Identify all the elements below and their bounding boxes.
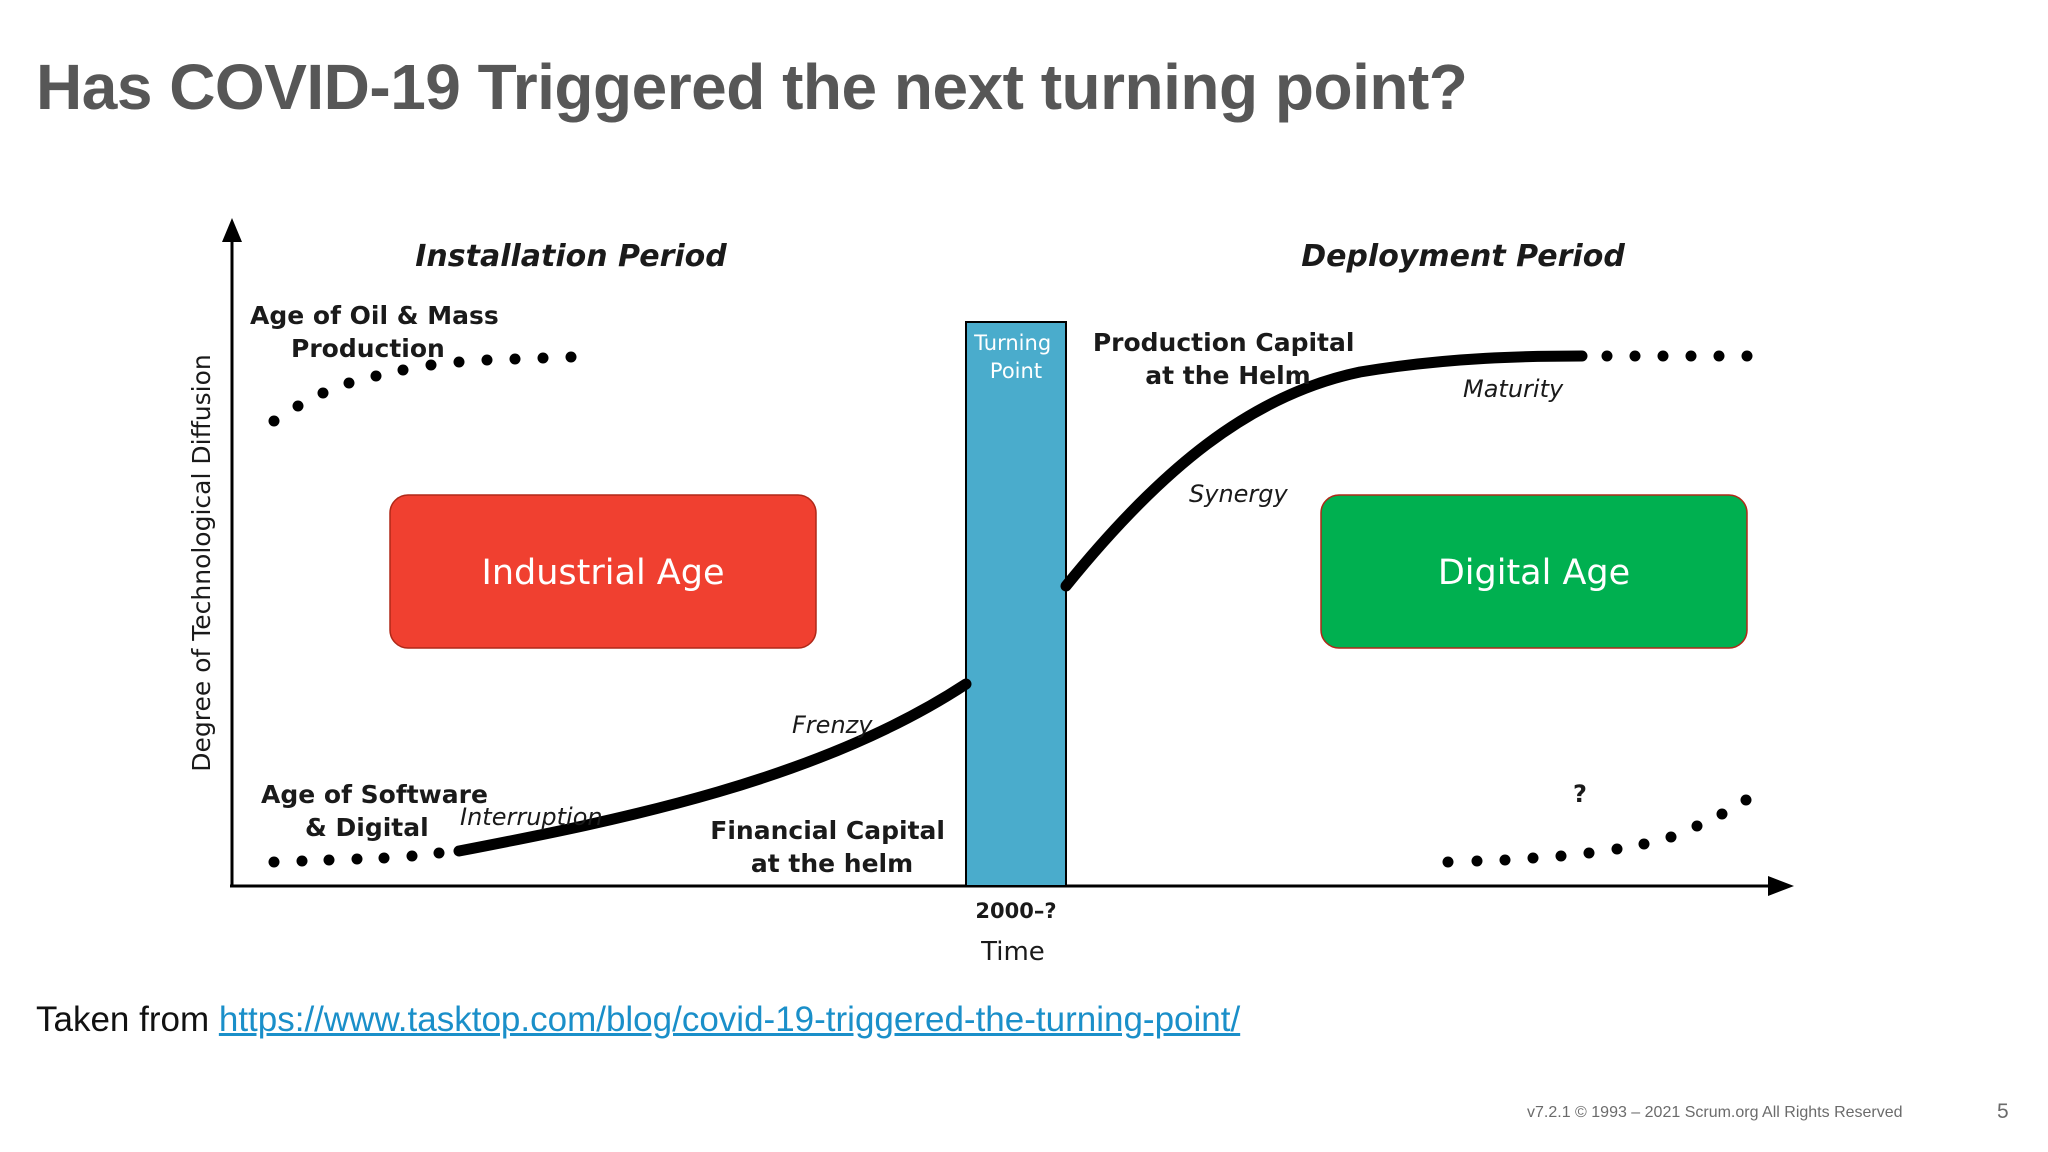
deployment-period-label: Deployment Period: [1301, 239, 1625, 274]
turning-point-label: Turning Point: [973, 331, 1058, 383]
page-number: 5: [1997, 1100, 2009, 1123]
diffusion-curve-deployment: [1060, 350, 1588, 592]
footer-copyright: v7.2.1 © 1993 – 2021 Scrum.org All Right…: [1527, 1104, 1903, 1121]
x-axis-marker: 2000–?: [975, 899, 1056, 923]
dotted-trail-maturity: [1601, 350, 1753, 362]
source-link[interactable]: https://www.tasktop.com/blog/covid-19-tr…: [218, 1000, 1241, 1039]
y-axis-arrow-icon: [222, 218, 242, 242]
slide-title: Has COVID-19 Triggered the next turning …: [36, 51, 1468, 123]
dotted-trail-oil-age: [268, 351, 577, 427]
source-prefix: Taken from: [36, 1000, 219, 1039]
question-mark-label: ?: [1573, 780, 1587, 808]
financial-capital-label-line-2: at the helm: [751, 849, 913, 878]
dotted-trail-software-age: [268, 847, 445, 868]
phase-synergy-label: Synergy: [1189, 480, 1289, 508]
dotted-trail-next-wave: [1442, 794, 1752, 868]
x-axis-label: Time: [980, 937, 1045, 967]
financial-capital-label: Financial Capital at the helm: [710, 816, 953, 878]
age-of-software-label: Age of Software & Digital: [261, 780, 497, 842]
age-of-oil-label-line-1: Age of Oil & Mass: [250, 301, 499, 330]
turning-point-label-line-1: Turning: [973, 331, 1051, 355]
phase-interruption-label: Interruption: [460, 803, 603, 831]
age-of-software-label-line-1: Age of Software: [261, 780, 488, 809]
y-axis-label: Degree of Technological Diffusion: [187, 354, 216, 772]
phase-frenzy-label: Frenzy: [792, 711, 873, 739]
turning-point-bar: [965, 321, 1067, 887]
industrial-age-box: [389, 494, 817, 649]
source-line: Taken from https://www.tasktop.com/blog/…: [36, 1000, 1240, 1040]
financial-capital-label-line-1: Financial Capital: [710, 816, 945, 845]
installation-period-label: Installation Period: [415, 239, 727, 274]
age-of-software-label-line-2: & Digital: [305, 813, 429, 842]
age-of-oil-label-line-2: Production: [291, 334, 445, 363]
production-capital-label-line-1: Production Capital: [1093, 328, 1355, 357]
production-capital-label-line-2: at the Helm: [1145, 361, 1310, 390]
age-of-oil-label: Age of Oil & Mass Production: [250, 301, 508, 363]
production-capital-label: Production Capital at the Helm: [1093, 328, 1363, 390]
diffusion-curve-installation: [453, 678, 972, 857]
turning-point-label-line-2: Point: [990, 359, 1042, 383]
digital-age-box: [1320, 494, 1748, 649]
digital-age-label: Digital Age: [1438, 553, 1630, 593]
industrial-age-label: Industrial Age: [482, 553, 725, 593]
x-axis-arrow-icon: [1768, 876, 1794, 896]
phase-maturity-label: Maturity: [1463, 375, 1564, 403]
